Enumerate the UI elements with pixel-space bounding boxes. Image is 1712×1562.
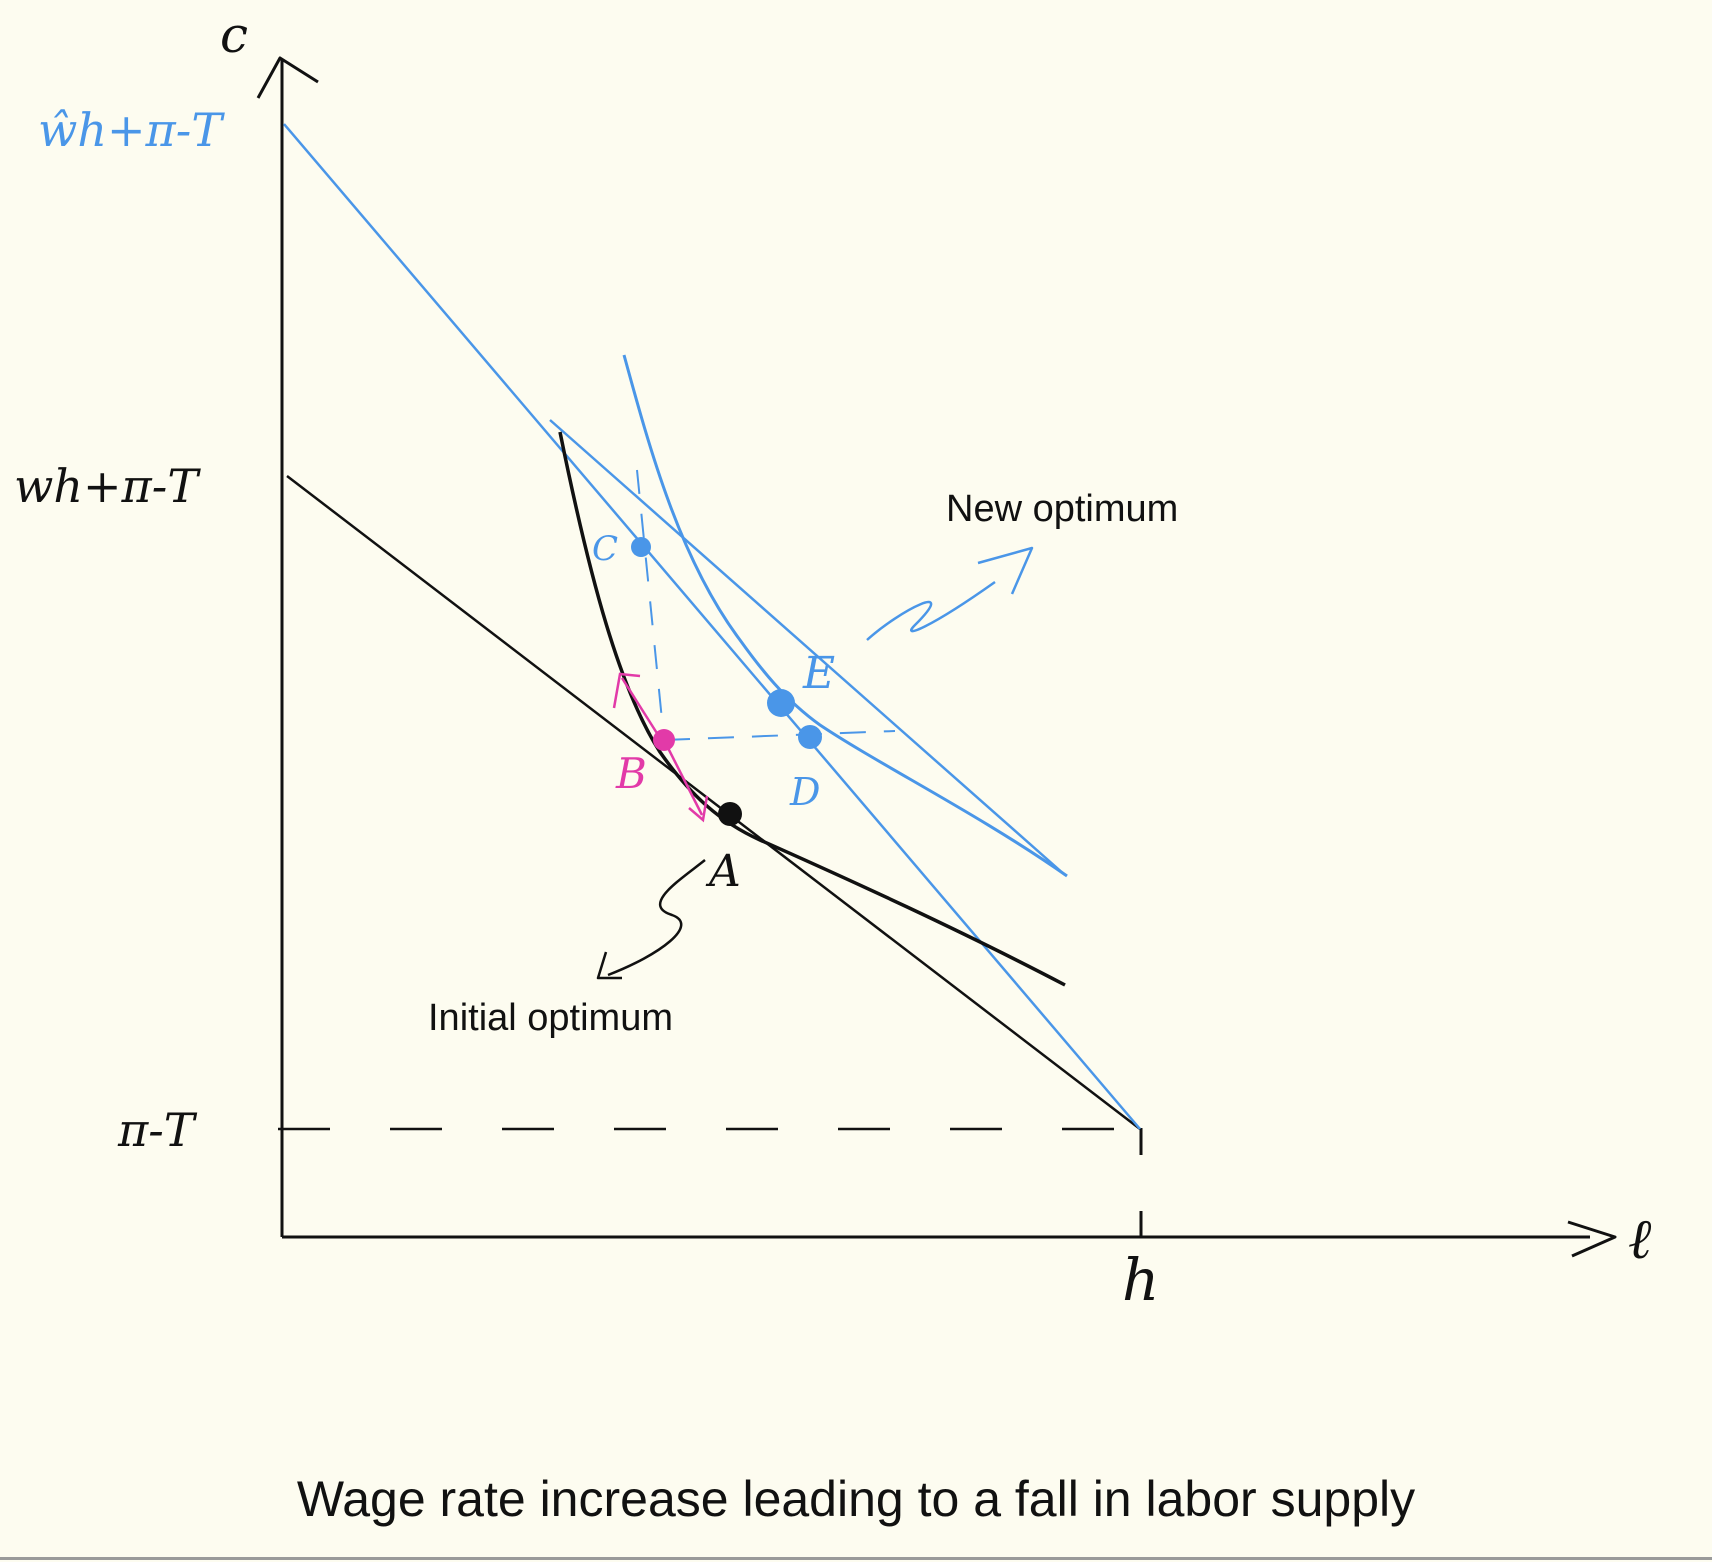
point-a-label: A [705, 846, 741, 897]
x-axis-arrowhead [1567, 1220, 1617, 1258]
new-budget-line [283, 123, 1141, 1130]
point-d-label: D [789, 770, 820, 814]
substitution-arrow-down [664, 743, 704, 816]
substitution-arrowhead-up [612, 672, 641, 709]
nonlabor-income-label: π-T [117, 1103, 198, 1157]
old-budget-intercept-label: wh+π-T [14, 459, 201, 513]
substitution-arrowhead-down [688, 795, 709, 823]
point-e-label: E [802, 648, 835, 699]
point-a-marker [718, 802, 742, 826]
x-axis-label: ℓ [1628, 1207, 1652, 1272]
point-d-marker [798, 725, 822, 749]
point-c-marker [631, 537, 651, 557]
compensated-budget-line [549, 419, 1066, 876]
point-b-marker [653, 729, 675, 751]
y-axis-arrowhead [256, 56, 319, 99]
bottom-divider [0, 1557, 1712, 1560]
new-optimum-pointer [866, 580, 996, 641]
diagram-caption: Wage rate increase leading to a fall in … [296, 1471, 1416, 1527]
new-budget-intercept-label: ŵh+π-T [38, 103, 225, 157]
y-axis-label: c [220, 6, 248, 64]
point-b-label: B [615, 749, 647, 798]
old-budget-line [286, 475, 1141, 1130]
new-optimum-label: New optimum [946, 488, 1178, 530]
substitution-arrow-up [620, 677, 662, 739]
point-e-marker [767, 689, 795, 717]
new-optimum-arrowhead [977, 546, 1034, 595]
b-to-d-dashed-line [663, 730, 896, 741]
h-label: h [1122, 1246, 1159, 1314]
new-indifference-curve [622, 354, 1068, 878]
initial-optimum-arrowhead [596, 951, 622, 980]
c-to-b-dashed-line [636, 469, 665, 741]
initial-optimum-pointer [607, 859, 706, 977]
initial-optimum-label: Initial optimum [428, 997, 673, 1039]
point-c-label: C [592, 529, 618, 569]
